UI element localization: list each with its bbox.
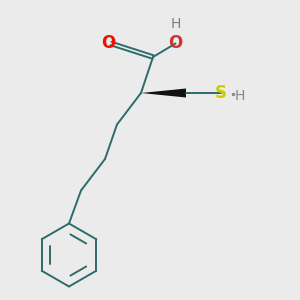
Text: O: O (168, 34, 183, 52)
Text: O: O (101, 34, 115, 52)
Text: H: H (170, 17, 181, 31)
Polygon shape (141, 88, 186, 98)
Text: S: S (214, 84, 226, 102)
Text: H: H (235, 89, 245, 103)
